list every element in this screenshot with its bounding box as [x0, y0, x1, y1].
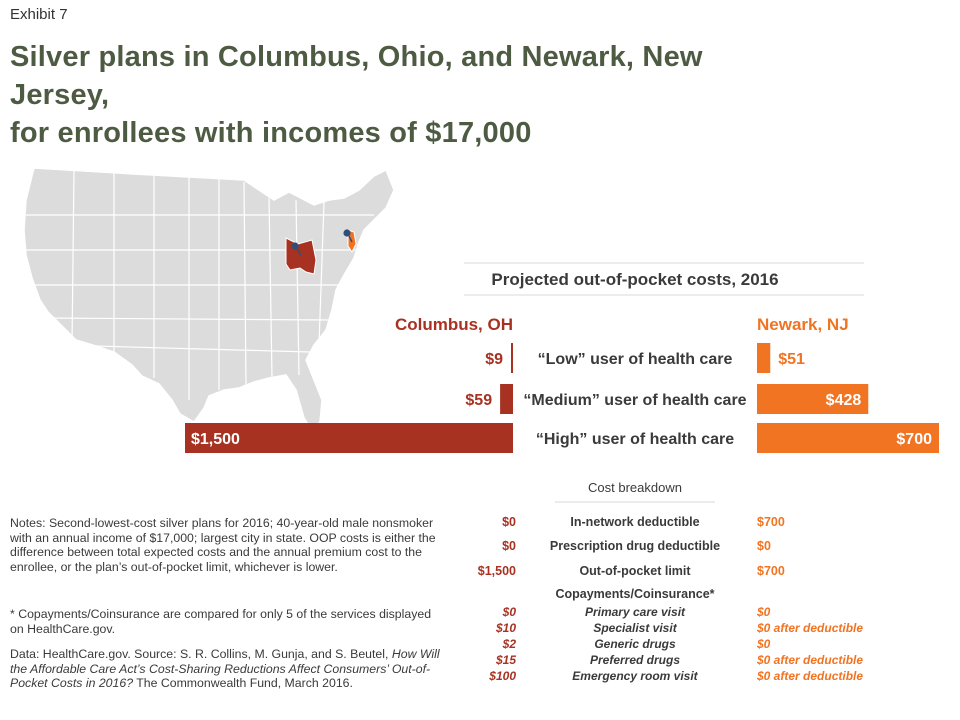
data-label-newark: $700 — [896, 431, 932, 448]
breakdown-columbus-value: $0 — [502, 539, 516, 553]
data-label-newark: $428 — [826, 392, 862, 409]
title-line-2: Jersey, — [10, 79, 110, 111]
breakdown-newark-value: $700 — [757, 515, 785, 529]
pin-icon — [343, 229, 353, 243]
copay-columbus-value: $10 — [495, 621, 516, 635]
category-label: “Medium” user of health care — [523, 392, 746, 409]
breakdown-label: Out-of-pocket limit — [579, 564, 691, 578]
bar-columbus — [185, 423, 513, 453]
copay-columbus-value: $15 — [495, 653, 516, 667]
copay-columbus-value: $0 — [502, 605, 517, 619]
bar-newark — [757, 343, 771, 373]
breakdown-newark-value: $0 — [757, 539, 771, 553]
bar-columbus — [500, 384, 513, 414]
copay-label: Emergency room visit — [572, 669, 698, 683]
data-source: Data: HealthCare.gov. Source: S. R. Coll… — [10, 647, 440, 691]
notes-text: Notes: Second-lowest-cost silver plans f… — [10, 516, 436, 575]
copay-newark-value: $0 after deductible — [756, 669, 863, 683]
copay-label: Preferred drugs — [590, 653, 680, 667]
state-borders — [26, 169, 374, 400]
bar-columbus — [511, 343, 513, 373]
pin-icon — [291, 242, 302, 256]
bar-newark — [757, 423, 939, 453]
data-label-columbus: $59 — [465, 392, 492, 409]
breakdown-label: Prescription drug deductible — [550, 539, 720, 553]
category-label: “High” user of health care — [536, 431, 734, 448]
copay-columbus-value: $2 — [502, 637, 517, 651]
bar-newark — [757, 384, 869, 414]
series-label-columbus: Columbus, OH — [395, 315, 513, 334]
copay-newark-value: $0 after deductible — [756, 653, 863, 667]
copay-label: Specialist visit — [593, 621, 677, 635]
copay-newark-value: $0 — [756, 605, 771, 619]
breakdown-columbus-value: $0 — [502, 515, 516, 529]
data-label-columbus: $9 — [485, 351, 503, 368]
breakdown-newark-value: $700 — [757, 564, 785, 578]
breakdown-columbus-value: $1,500 — [478, 564, 516, 578]
category-label: “Low” user of health care — [538, 351, 733, 368]
data-source-title: How Will the Affordable Care Act’s Cost-… — [10, 647, 440, 691]
breakdown-label: In-network deductible — [570, 515, 699, 529]
breakdown-title: Cost breakdown — [588, 480, 682, 495]
copay-header: Copayments/Coinsurance* — [555, 587, 714, 601]
copay-label: Generic drugs — [594, 637, 676, 651]
exhibit-label: Exhibit 7 — [10, 6, 68, 23]
data-source-prefix: Data: HealthCare.gov. Source: S. R. Coll… — [10, 647, 392, 661]
title-line-3: for enrollees with incomes of $17,000 — [10, 117, 532, 149]
bars-group: $9 $51 “Low” user of health care $59 $428 “Me… — [185, 343, 939, 453]
footnote-text: * Copayments/Coinsurance are compared fo… — [10, 607, 432, 636]
copay-newark-value: $0 after deductible — [756, 621, 863, 635]
series-label-newark: Newark, NJ — [757, 315, 849, 334]
copay-columbus-value: $100 — [488, 669, 516, 683]
title-line-1: Silver plans in Columbus, Ohio, and Newa… — [10, 41, 703, 73]
copay-newark-value: $0 — [756, 637, 771, 651]
copay-label: Primary care visit — [585, 605, 686, 619]
data-label-columbus: $1,500 — [191, 431, 240, 448]
page-title: Silver plans in Columbus, Ohio, and Newa… — [10, 38, 950, 152]
data-source-suffix: The Commonwealth Fund, March 2016. — [133, 676, 353, 691]
data-label-newark: $51 — [778, 351, 805, 368]
breakdown-group: $0 In-network deductible $700 $0 Prescriptio… — [478, 515, 864, 683]
chart-title: Projected out-of-pocket costs, 2016 — [491, 270, 778, 289]
